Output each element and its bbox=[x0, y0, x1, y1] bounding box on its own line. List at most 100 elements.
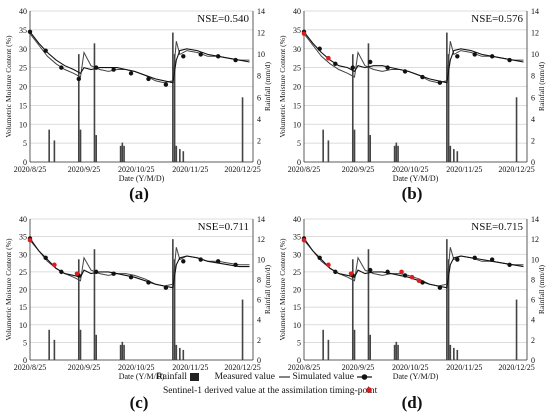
simulated-point bbox=[333, 61, 338, 67]
rainfall-bar bbox=[175, 145, 178, 162]
rainfall-bar bbox=[175, 344, 178, 360]
y-left-tick-label: 30 bbox=[19, 250, 27, 259]
y-left-tick-label: 25 bbox=[293, 268, 301, 277]
y-right-tick-label: 2 bbox=[531, 336, 535, 345]
simulated-point bbox=[111, 271, 116, 276]
y-left-tick-label: 40 bbox=[293, 7, 301, 16]
x-axis-label: Date (Y/M/D) bbox=[393, 372, 439, 381]
simulated-point bbox=[128, 274, 134, 280]
y-right-tick-label: 0 bbox=[531, 158, 535, 167]
rainfall-bar bbox=[322, 129, 324, 162]
simulated-series-line bbox=[29, 31, 250, 84]
y-right-tick-label: 8 bbox=[531, 275, 535, 284]
simulated-point bbox=[233, 57, 238, 63]
y-right-tick-label: 0 bbox=[257, 158, 261, 167]
simulated-point bbox=[215, 54, 221, 59]
simulated-point bbox=[489, 54, 495, 59]
simulated-point bbox=[385, 269, 390, 275]
y-right-tick-label: 6 bbox=[531, 296, 535, 305]
x-tick-label: 2020/9/25 bbox=[68, 165, 100, 174]
simulated-point bbox=[94, 269, 99, 275]
y-right-tick-label: 14 bbox=[531, 215, 539, 224]
simulated-point bbox=[233, 262, 238, 268]
y-right-tick-label: 12 bbox=[531, 235, 539, 244]
y-left-tick-label: 10 bbox=[19, 120, 27, 129]
rainfall-bar bbox=[353, 129, 356, 162]
rainfall-bar bbox=[93, 43, 96, 162]
simulated-point bbox=[402, 69, 408, 74]
rainfall-bar bbox=[48, 129, 50, 162]
y-right-tick-label: 10 bbox=[257, 255, 265, 264]
y-right-tick-label: 10 bbox=[531, 255, 539, 264]
x-tick-label: 2020/9/25 bbox=[342, 165, 374, 174]
simulated-point bbox=[350, 65, 355, 70]
rainfall-bar bbox=[123, 344, 125, 360]
y-left-tick-label: 25 bbox=[19, 268, 27, 277]
y-right-tick-label: 0 bbox=[531, 356, 535, 365]
simulated-point bbox=[198, 52, 203, 57]
y-left-tick-label: 40 bbox=[19, 215, 27, 224]
rainfall-bar bbox=[95, 135, 98, 162]
y-left-tick-label: 35 bbox=[19, 26, 27, 35]
y-left-tick-label: 20 bbox=[293, 286, 301, 295]
y-left-tick-label: 30 bbox=[19, 45, 27, 54]
panel-label-c: (c) bbox=[130, 393, 149, 412]
rainfall-bar bbox=[515, 299, 518, 360]
x-axis-label: Date (Y/M/D) bbox=[119, 174, 165, 183]
rainfall-bar bbox=[79, 129, 82, 162]
x-tick-label: 2020/8/25 bbox=[288, 165, 320, 174]
simulated-point bbox=[402, 273, 408, 278]
rainfall-bar bbox=[393, 344, 396, 360]
sentinel-point bbox=[326, 55, 331, 61]
rainfall-bar bbox=[397, 145, 399, 162]
simulated-series-line bbox=[303, 31, 524, 84]
rainfall-bar bbox=[172, 32, 174, 163]
rainfall-bar bbox=[397, 344, 399, 360]
y-left-axis-label: Volumetric Moisture Content (%) bbox=[278, 238, 287, 341]
simulated-point bbox=[317, 255, 322, 260]
panel-label-b: (b) bbox=[402, 184, 423, 203]
y-left-tick-label: 35 bbox=[293, 233, 301, 242]
simulated-point bbox=[385, 65, 390, 70]
y-right-axis-label: Rainfall (mm/d) bbox=[537, 264, 546, 314]
y-left-tick-label: 0 bbox=[297, 158, 301, 167]
simulated-point bbox=[146, 76, 151, 82]
rainfall-bar bbox=[119, 145, 122, 162]
simulated-point bbox=[76, 76, 81, 82]
rainfall-bar bbox=[182, 151, 185, 162]
y-right-tick-label: 4 bbox=[531, 316, 535, 325]
y-right-tick-label: 2 bbox=[531, 136, 535, 145]
simulated-point bbox=[59, 269, 64, 275]
y-left-tick-label: 15 bbox=[293, 101, 301, 110]
y-right-tick-label: 14 bbox=[531, 7, 539, 16]
legend-rainfall-label: Rainfall bbox=[156, 371, 187, 382]
simulated-point bbox=[94, 65, 99, 70]
rainfall-bar bbox=[53, 339, 56, 360]
rainfall-bar bbox=[369, 334, 372, 360]
y-left-tick-label: 5 bbox=[297, 139, 301, 148]
rainfall-bar bbox=[449, 344, 452, 360]
rainfall-bar bbox=[79, 329, 82, 360]
simulated-point bbox=[27, 29, 33, 34]
y-right-tick-label: 4 bbox=[531, 115, 535, 124]
y-right-tick-label: 2 bbox=[257, 136, 261, 145]
rainfall-bar bbox=[48, 329, 50, 360]
y-left-tick-label: 20 bbox=[19, 286, 27, 295]
y-left-tick-label: 30 bbox=[293, 45, 301, 54]
y-left-tick-label: 15 bbox=[19, 101, 27, 110]
rainfall-bar bbox=[327, 140, 330, 162]
simulated-point bbox=[472, 52, 477, 57]
simulated-point bbox=[368, 59, 373, 65]
x-tick-label: 2020/11/25 bbox=[172, 363, 208, 372]
simulated-point bbox=[333, 269, 338, 275]
rainfall-bar bbox=[447, 54, 450, 163]
simulated-point bbox=[507, 57, 512, 63]
y-left-tick-label: 10 bbox=[293, 120, 301, 129]
x-tick-label: 2020/10/25 bbox=[392, 165, 428, 174]
y-left-tick-label: 25 bbox=[19, 64, 27, 73]
y-left-tick-label: 30 bbox=[293, 250, 301, 259]
simulated-point bbox=[146, 280, 151, 285]
y-right-tick-label: 12 bbox=[531, 29, 539, 38]
y-right-tick-label: 4 bbox=[257, 115, 261, 124]
